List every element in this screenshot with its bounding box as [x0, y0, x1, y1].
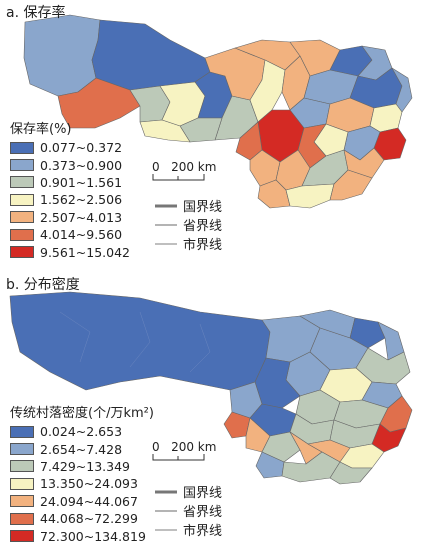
legend-swatch — [10, 495, 34, 508]
region-s7 — [255, 451, 285, 479]
region-e13 — [369, 103, 403, 133]
boundary-legend: 国界线 省界线 市界线 — [155, 196, 222, 253]
panel-a-title: a. 保存率 — [6, 5, 66, 21]
region-s2 — [245, 417, 271, 453]
legend-label: 2.654~7.428 — [40, 441, 123, 457]
region-north — [91, 19, 211, 91]
legend-swatch — [10, 246, 34, 259]
legend-swatch — [10, 211, 34, 224]
legend-label: 2.507~4.013 — [40, 209, 123, 225]
panel-a: a. 保存率 保存率(%) 0.077~0.372 0.373~0.900 0.… — [0, 0, 424, 272]
legend-swatch — [10, 460, 34, 473]
legend-label: 44.068~72.299 — [40, 511, 138, 527]
legend-title: 传统村落密度(个/万km²) — [10, 406, 154, 421]
legend-label: 7.429~13.349 — [40, 458, 130, 474]
legend-item: 0.373~0.900 — [10, 156, 130, 173]
legend-item: 0.024~2.653 — [10, 423, 154, 440]
legend-swatch — [10, 512, 34, 525]
scale-bar: 0 200 km — [152, 440, 216, 462]
boundary-label: 国界线 — [183, 200, 223, 215]
panel-b-title: b. 分布密度 — [6, 277, 80, 293]
national-line-icon — [155, 204, 177, 207]
boundary-item-national: 国界线 — [155, 482, 222, 501]
boundary-item-municipal: 市界线 — [155, 520, 222, 539]
legend-label: 9.561~15.042 — [40, 244, 130, 260]
legend-swatch — [10, 141, 34, 154]
legend-label: 0.901~1.561 — [40, 174, 123, 190]
legend-item: 0.901~1.561 — [10, 174, 130, 191]
region-sw — [57, 77, 141, 129]
legend-item: 2.654~7.428 — [10, 440, 154, 457]
region-c6 — [139, 119, 191, 143]
boundary-legend: 国界线 省界线 市界线 — [155, 482, 222, 539]
map-retention-rate — [23, 14, 413, 209]
scale-bar: 0 200 km — [152, 160, 216, 182]
legend-label: 0.373~0.900 — [40, 157, 123, 173]
legend-swatch — [10, 228, 34, 241]
boundary-label: 市界线 — [183, 524, 223, 539]
legend-label: 4.014~9.560 — [40, 227, 123, 243]
scale-label: 0 200 km — [152, 160, 217, 174]
legend-item: 13.350~24.093 — [10, 475, 154, 492]
municipal-line-icon — [155, 529, 177, 530]
legend-swatch — [10, 530, 34, 543]
legend-label: 1.562~2.506 — [40, 192, 123, 208]
legend-label: 0.024~2.653 — [40, 424, 123, 440]
region-s1 — [223, 411, 251, 439]
legend-item: 2.507~4.013 — [10, 209, 130, 226]
legend-item: 4.014~9.560 — [10, 226, 130, 243]
region-c5 — [179, 117, 223, 143]
region-s10 — [329, 169, 373, 201]
region-s3 — [261, 431, 301, 463]
scale-bar-graphic — [152, 174, 205, 181]
legend-item: 44.068~72.299 — [10, 510, 154, 527]
boundary-item-provincial: 省界线 — [155, 501, 222, 520]
legend-swatch — [10, 176, 34, 189]
boundary-label: 市界线 — [183, 238, 223, 253]
legend-label: 0.077~0.372 — [40, 140, 123, 156]
legend-retention: 保存率(%) 0.077~0.372 0.373~0.900 0.901~1.5… — [10, 118, 130, 261]
legend-swatch — [10, 425, 34, 438]
panel-b: b. 分布密度 传统村落密度(个/万km²) 0.024~2.653 2.654… — [0, 272, 424, 548]
provincial-line-icon — [155, 509, 177, 512]
region-e3 — [349, 317, 386, 349]
boundary-item-provincial: 省界线 — [155, 215, 222, 234]
boundary-label: 省界线 — [183, 219, 223, 234]
boundary-item-national: 国界线 — [155, 196, 222, 215]
legend-label: 72.300~134.819 — [40, 528, 146, 544]
legend-item: 0.077~0.372 — [10, 139, 130, 156]
legend-title: 保存率(%) — [10, 122, 72, 137]
legend-density: 传统村落密度(个/万km²) 0.024~2.653 2.654~7.428 7… — [10, 402, 154, 545]
boundary-label: 省界线 — [183, 505, 223, 520]
national-line-icon — [155, 490, 177, 493]
legend-item: 24.094~44.067 — [10, 493, 154, 510]
legend-swatch — [10, 477, 34, 490]
region-s9 — [329, 461, 373, 485]
provincial-line-icon — [155, 223, 177, 226]
legend-label: 24.094~44.067 — [40, 493, 138, 509]
legend-swatch — [10, 443, 34, 456]
legend-swatch — [10, 193, 34, 206]
legend-item: 1.562~2.506 — [10, 191, 130, 208]
scale-bar-graphic — [152, 454, 205, 461]
region-west — [9, 291, 271, 391]
boundary-item-municipal: 市界线 — [155, 234, 222, 253]
legend-item: 72.300~134.819 — [10, 527, 154, 544]
legend-item: 9.561~15.042 — [10, 243, 130, 260]
municipal-line-icon — [155, 243, 177, 244]
boundary-label: 国界线 — [183, 486, 223, 501]
legend-swatch — [10, 159, 34, 172]
scale-label: 0 200 km — [152, 440, 217, 454]
legend-label: 13.350~24.093 — [40, 476, 138, 492]
legend-item: 7.429~13.349 — [10, 458, 154, 475]
map-density — [9, 291, 413, 485]
